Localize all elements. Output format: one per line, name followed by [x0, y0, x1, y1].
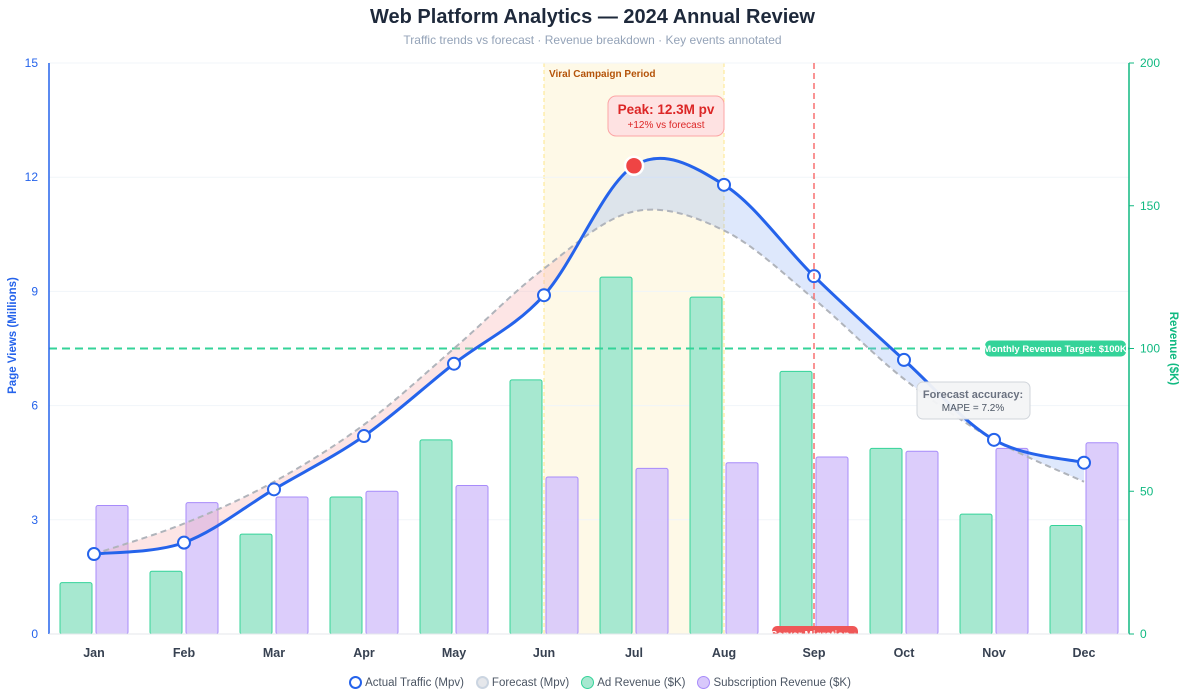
- ad-revenue-bar: [779, 370, 813, 635]
- actual-traffic-point: [357, 429, 371, 444]
- x-tick-label: Sep: [803, 646, 826, 660]
- subscription-revenue-bar: [905, 450, 939, 635]
- revenue-target-badge: [985, 340, 1126, 357]
- y-left-tick-label: 15: [25, 56, 39, 70]
- ad-revenue-bar: [1049, 525, 1083, 635]
- subscription-revenue-bar: [545, 476, 579, 635]
- x-tick-label: Jun: [533, 646, 555, 660]
- actual-traffic-point: [177, 535, 191, 550]
- actual-traffic-point: [717, 177, 731, 192]
- subscription-revenue-bar: [365, 490, 399, 635]
- subscription-revenue-bar: [275, 496, 309, 635]
- peak-callout-box: [607, 95, 725, 137]
- legend-item-actual[interactable]: Actual Traffic (Mpv): [349, 676, 464, 689]
- subscription-revenue-bar: [725, 462, 759, 635]
- x-tick-label: Aug: [712, 646, 736, 660]
- legend-label: Forecast (Mpv): [491, 676, 570, 689]
- y-right-tick-label: 0: [1140, 627, 1147, 641]
- y-right-tick-label: 100: [1140, 342, 1160, 356]
- legend-item-forecast[interactable]: Forecast (Mpv): [475, 676, 570, 689]
- server-migration-label: Server Migration ↓: [771, 630, 858, 641]
- legend-swatch-subscription: [697, 676, 711, 689]
- campaign-band-label: Viral Campaign Period: [549, 69, 656, 80]
- y-left-tick-label: 6: [31, 399, 38, 413]
- actual-traffic-point: [1077, 455, 1091, 470]
- y-left-tick-label: 0: [31, 627, 38, 641]
- x-tick-label: Jul: [625, 646, 643, 660]
- revenue-target-label: Monthly Revenue Target: $100K: [983, 344, 1127, 355]
- forecast-accuracy-title: Forecast accuracy:: [923, 389, 1023, 401]
- y-right-axis-title: Revenue ($K): [1167, 312, 1179, 386]
- ad-revenue-bar: [509, 379, 543, 635]
- legend-swatch-forecast: [475, 676, 489, 689]
- legend-label: Actual Traffic (Mpv): [365, 676, 464, 689]
- y-left-tick-label: 12: [25, 170, 39, 184]
- ad-revenue-bar: [149, 570, 183, 635]
- actual-traffic-point: [267, 482, 281, 497]
- actual-traffic-point: [447, 356, 461, 371]
- chart-subtitle: Traffic trends vs forecast · Revenue bre…: [403, 33, 782, 47]
- ad-revenue-bar: [239, 533, 273, 635]
- y-right-tick-label: 50: [1140, 484, 1154, 498]
- actual-traffic-point: [987, 432, 1001, 447]
- forecast-accuracy-value: MAPE = 7.2%: [942, 403, 1005, 414]
- actual-traffic-point: [87, 547, 101, 562]
- x-tick-label: Dec: [1073, 646, 1096, 660]
- y-right-tick-label: 200: [1140, 56, 1160, 70]
- subscription-revenue-bar: [995, 447, 1029, 635]
- legend-label: Ad Revenue ($K): [597, 676, 686, 689]
- subscription-revenue-bar: [95, 505, 129, 635]
- chart-title: Web Platform Analytics — 2024 Annual Rev…: [370, 6, 815, 28]
- actual-traffic-point: [897, 352, 911, 367]
- legend-item-ad-revenue[interactable]: Ad Revenue ($K): [581, 676, 685, 689]
- subscription-revenue-bar: [455, 485, 489, 635]
- x-tick-label: Apr: [353, 646, 375, 660]
- peak-callout-subtitle: +12% vs forecast: [628, 120, 705, 131]
- ad-revenue-bar: [419, 439, 453, 635]
- x-tick-label: Nov: [982, 646, 1006, 660]
- actual-traffic-point: [537, 288, 551, 303]
- legend-swatch-actual: [349, 676, 363, 689]
- forecast-line: [93, 208, 1085, 556]
- x-tick-label: Oct: [894, 646, 916, 660]
- server-migration-badge-bg: [772, 626, 858, 634]
- peak-marker: [623, 155, 645, 177]
- ad-revenue-bar: [59, 582, 93, 635]
- y-right-tick-label: 150: [1140, 199, 1160, 213]
- x-tick-label: Feb: [173, 646, 196, 660]
- ad-revenue-bar: [329, 496, 363, 635]
- legend-label: Subscription Revenue ($K): [713, 676, 851, 689]
- x-tick-label: May: [442, 646, 466, 660]
- server-migration-badge: Server Migration ↓: [771, 626, 858, 641]
- x-tick-label: Jan: [83, 646, 105, 660]
- y-left-axis-title: Page Views (Millions): [7, 277, 19, 394]
- ad-revenue-bar: [959, 513, 993, 635]
- subscription-revenue-bar: [815, 456, 849, 635]
- legend-item-subscription-revenue[interactable]: Subscription Revenue ($K): [697, 676, 851, 689]
- ad-revenue-bar: [869, 447, 903, 635]
- forecast-accuracy-box: [916, 381, 1031, 420]
- legend-swatch-ad: [581, 676, 595, 689]
- subscription-revenue-bar: [635, 467, 669, 635]
- gap-fill-above-forecast: [94, 158, 1084, 555]
- y-left-tick-label: 3: [31, 513, 38, 527]
- y-left-tick-label: 9: [31, 284, 38, 298]
- legend: Actual Traffic (Mpv) Forecast (Mpv) Ad R…: [0, 676, 1200, 689]
- ad-revenue-bar: [599, 276, 633, 635]
- x-tick-label: Mar: [263, 646, 285, 660]
- subscription-revenue-bar: [1085, 442, 1119, 635]
- peak-callout-title: Peak: 12.3M pv: [618, 102, 715, 117]
